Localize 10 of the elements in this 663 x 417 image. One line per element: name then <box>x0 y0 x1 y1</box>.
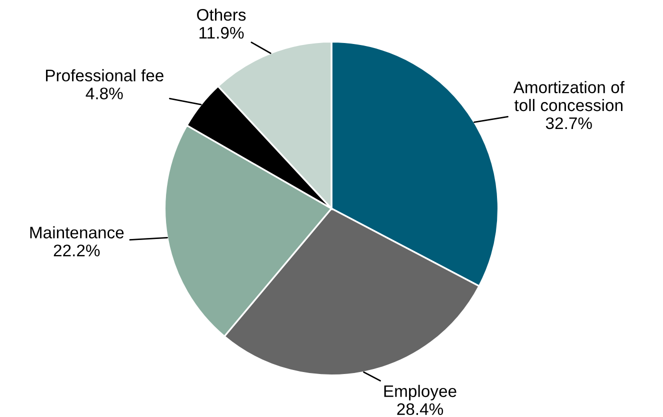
slice-label: Professional fee <box>46 69 164 82</box>
data-label: 4.8% <box>86 88 123 100</box>
slice-label: Maintenance <box>30 226 124 238</box>
slice-label: Employee <box>384 384 456 400</box>
data-label: 28.4% <box>397 403 444 416</box>
slice-label: Amortization of toll concession <box>513 80 624 112</box>
data-label: 11.9% <box>200 26 244 39</box>
data-label: 32.7% <box>546 117 592 130</box>
slice-label: Others <box>197 8 246 21</box>
data-label: 22.2% <box>54 244 100 256</box>
